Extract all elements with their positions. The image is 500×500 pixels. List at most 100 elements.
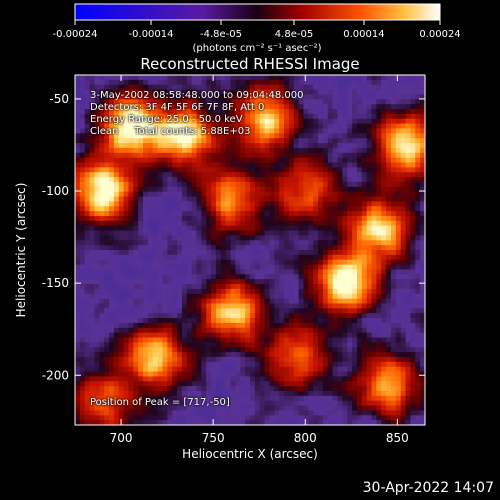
- heatmap-pixel: [128, 99, 134, 105]
- heatmap-pixel: [376, 400, 382, 406]
- heatmap-pixel: [308, 361, 314, 368]
- heatmap-pixel: [191, 298, 197, 304]
- heatmap-pixel: [109, 420, 115, 425]
- heatmap-pixel: [381, 371, 387, 377]
- heatmap-pixel: [211, 172, 217, 178]
- heatmap-pixel: [293, 225, 300, 231]
- heatmap-pixel: [274, 308, 280, 314]
- heatmap-pixel: [274, 298, 280, 304]
- heatmap-pixel: [118, 308, 125, 314]
- heatmap-pixel: [332, 415, 338, 421]
- heatmap-pixel: [254, 152, 261, 159]
- heatmap-pixel: [405, 79, 411, 86]
- heatmap-pixel: [211, 109, 217, 115]
- heatmap-pixel: [342, 104, 348, 110]
- heatmap-pixel: [196, 220, 202, 227]
- heatmap-pixel: [235, 240, 241, 246]
- heatmap-pixel: [293, 298, 300, 304]
- heatmap-pixel: [400, 104, 406, 110]
- heatmap-pixel: [128, 128, 134, 134]
- heatmap-pixel: [288, 288, 295, 295]
- heatmap-pixel: [172, 298, 178, 304]
- heatmap-pixel: [89, 94, 95, 100]
- heatmap-pixel: [352, 274, 358, 280]
- heatmap-pixel: [138, 143, 144, 149]
- heatmap-pixel: [303, 322, 309, 329]
- heatmap-pixel: [327, 152, 334, 159]
- heatmap-pixel: [327, 94, 334, 100]
- heatmap-pixel: [269, 356, 275, 363]
- heatmap-pixel: [269, 327, 275, 334]
- heatmap-pixel: [250, 279, 256, 285]
- heatmap-pixel: [342, 220, 348, 227]
- heatmap-pixel: [303, 395, 309, 402]
- heatmap-pixel: [157, 293, 163, 300]
- heatmap-pixel: [386, 269, 392, 275]
- heatmap-pixel: [206, 313, 212, 319]
- heatmap-pixel: [99, 177, 105, 183]
- heatmap-pixel: [322, 327, 329, 334]
- heatmap-pixel: [356, 235, 363, 241]
- heatmap-pixel: [186, 109, 193, 115]
- heatmap-pixel: [254, 386, 261, 392]
- heatmap-pixel: [269, 288, 275, 295]
- heatmap-pixel: [288, 337, 295, 343]
- heatmap-pixel: [109, 118, 115, 125]
- heatmap-pixel: [342, 147, 348, 154]
- heatmap-pixel: [123, 284, 129, 290]
- heatmap-pixel: [206, 230, 212, 236]
- heatmap-pixel: [157, 196, 163, 202]
- heatmap-pixel: [152, 172, 159, 178]
- heatmap-pixel: [361, 245, 368, 251]
- heatmap-pixel: [138, 211, 144, 217]
- heatmap-pixel: [245, 196, 251, 202]
- heatmap-pixel: [167, 400, 173, 406]
- heatmap-pixel: [405, 381, 411, 387]
- heatmap-pixel: [230, 298, 236, 304]
- heatmap-pixel: [410, 94, 416, 100]
- heatmap-pixel: [274, 89, 280, 95]
- heatmap-pixel: [386, 308, 392, 314]
- heatmap-pixel: [347, 371, 353, 377]
- heatmap-pixel: [118, 143, 125, 149]
- heatmap-pixel: [147, 390, 154, 397]
- heatmap-pixel: [104, 274, 110, 280]
- heatmap-pixel: [342, 206, 348, 212]
- heatmap-pixel: [109, 352, 115, 358]
- heatmap-pixel: [318, 269, 324, 275]
- heatmap-pixel: [138, 118, 144, 125]
- heatmap-pixel: [196, 230, 202, 236]
- heatmap-pixel: [162, 104, 168, 110]
- heatmap-pixel: [347, 172, 353, 178]
- heatmap-pixel: [381, 327, 387, 334]
- heatmap-pixel: [405, 104, 411, 110]
- heatmap-pixel: [89, 84, 95, 90]
- heatmap-pixel: [313, 79, 319, 86]
- heatmap-pixel: [293, 118, 300, 125]
- heatmap-pixel: [113, 230, 120, 236]
- heatmap-pixel: [123, 89, 129, 95]
- heatmap-pixel: [288, 381, 295, 387]
- heatmap-pixel: [293, 250, 300, 256]
- heatmap-pixel: [225, 337, 231, 343]
- heatmap-pixel: [138, 147, 144, 154]
- heatmap-pixel: [89, 313, 95, 319]
- heatmap-pixel: [264, 264, 270, 270]
- heatmap-pixel: [225, 356, 231, 363]
- heatmap-pixel: [177, 400, 183, 406]
- heatmap-pixel: [181, 410, 188, 416]
- heatmap-pixel: [128, 303, 134, 309]
- heatmap-pixel: [284, 332, 290, 338]
- heatmap-pixel: [269, 138, 275, 144]
- heatmap-pixel: [118, 303, 125, 309]
- heatmap-pixel: [376, 274, 382, 280]
- heatmap-pixel: [313, 196, 319, 202]
- heatmap-pixel: [196, 254, 202, 261]
- heatmap-pixel: [211, 327, 217, 334]
- heatmap-pixel: [313, 113, 319, 120]
- heatmap-pixel: [269, 420, 275, 425]
- heatmap-pixel: [381, 254, 387, 261]
- heatmap-pixel: [167, 352, 173, 358]
- heatmap-pixel: [84, 225, 90, 231]
- heatmap-pixel: [191, 395, 197, 402]
